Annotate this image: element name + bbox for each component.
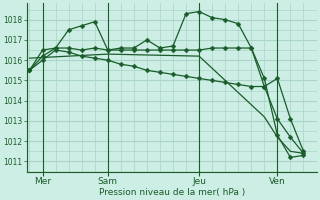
X-axis label: Pression niveau de la mer( hPa ): Pression niveau de la mer( hPa ): [99, 188, 245, 197]
